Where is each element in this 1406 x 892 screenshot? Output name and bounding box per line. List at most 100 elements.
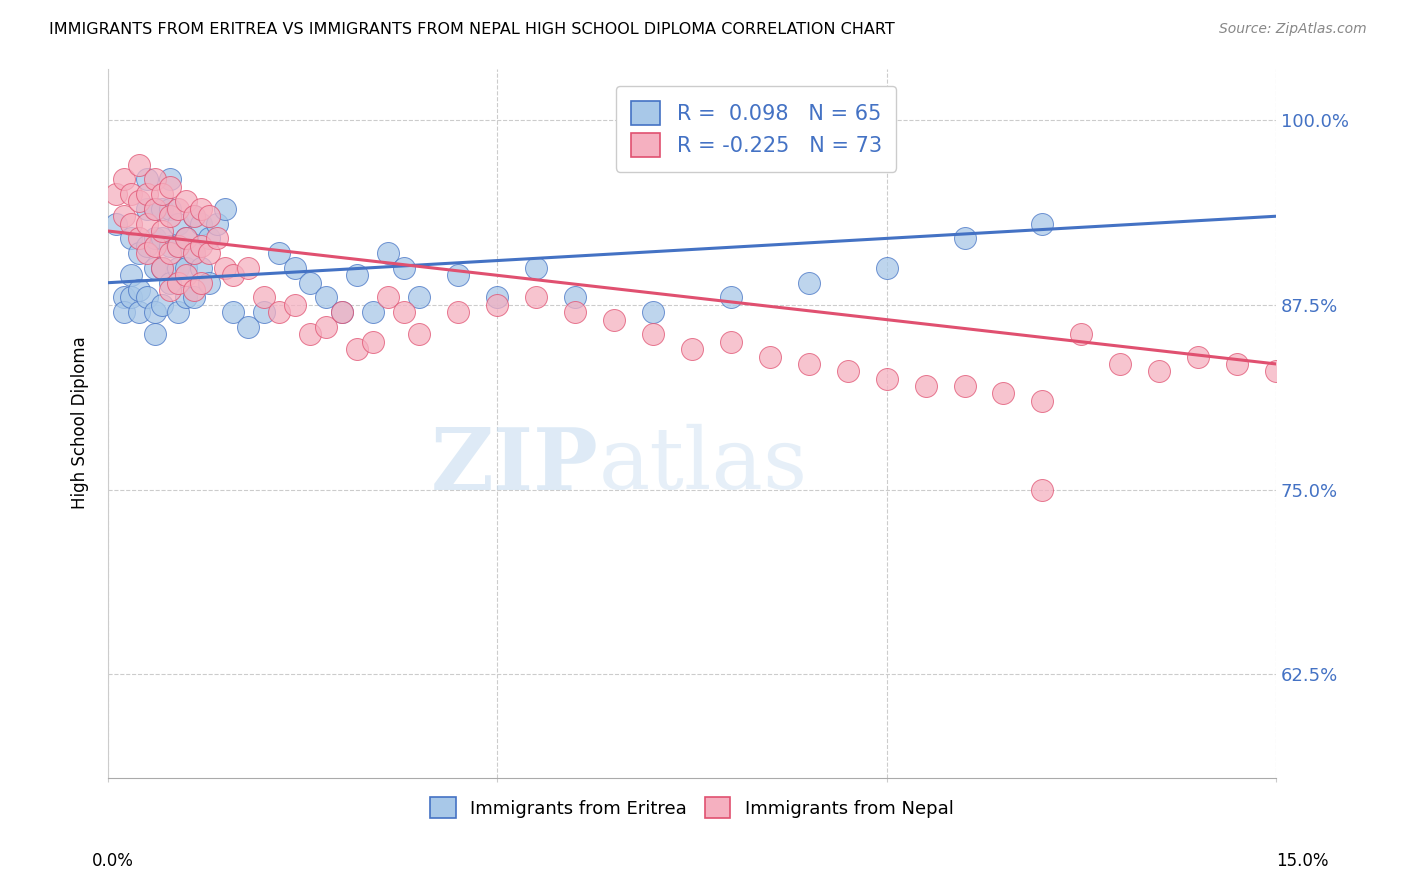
Point — [112, 209, 135, 223]
Point — [135, 202, 157, 216]
Point — [641, 327, 664, 342]
Point — [159, 172, 181, 186]
Point — [128, 194, 150, 209]
Point — [174, 231, 197, 245]
Point — [1187, 350, 1209, 364]
Point — [236, 320, 259, 334]
Point — [524, 290, 547, 304]
Point — [174, 268, 197, 283]
Point — [837, 364, 859, 378]
Point — [135, 239, 157, 253]
Point — [1226, 357, 1249, 371]
Text: Source: ZipAtlas.com: Source: ZipAtlas.com — [1219, 22, 1367, 37]
Point — [135, 217, 157, 231]
Point — [214, 260, 236, 275]
Point — [143, 239, 166, 253]
Point — [524, 260, 547, 275]
Legend: Immigrants from Eritrea, Immigrants from Nepal: Immigrants from Eritrea, Immigrants from… — [423, 790, 960, 825]
Point — [269, 305, 291, 319]
Point — [152, 224, 174, 238]
Point — [564, 305, 586, 319]
Point — [152, 260, 174, 275]
Point — [214, 202, 236, 216]
Point — [1109, 357, 1132, 371]
Point — [447, 268, 470, 283]
Point — [361, 305, 384, 319]
Point — [253, 290, 276, 304]
Point — [720, 334, 742, 349]
Point — [190, 260, 212, 275]
Point — [1031, 483, 1053, 497]
Point — [183, 283, 205, 297]
Point — [143, 327, 166, 342]
Point — [174, 231, 197, 245]
Point — [159, 283, 181, 297]
Point — [190, 202, 212, 216]
Point — [167, 202, 190, 216]
Point — [299, 327, 322, 342]
Point — [120, 231, 142, 245]
Point — [174, 260, 197, 275]
Point — [112, 172, 135, 186]
Point — [641, 305, 664, 319]
Point — [198, 246, 221, 260]
Point — [167, 305, 190, 319]
Point — [128, 283, 150, 297]
Point — [190, 239, 212, 253]
Point — [914, 379, 936, 393]
Point — [152, 298, 174, 312]
Point — [198, 209, 221, 223]
Text: IMMIGRANTS FROM ERITREA VS IMMIGRANTS FROM NEPAL HIGH SCHOOL DIPLOMA CORRELATION: IMMIGRANTS FROM ERITREA VS IMMIGRANTS FR… — [49, 22, 896, 37]
Point — [876, 260, 898, 275]
Point — [112, 290, 135, 304]
Point — [330, 305, 353, 319]
Point — [1147, 364, 1170, 378]
Point — [143, 231, 166, 245]
Point — [564, 290, 586, 304]
Point — [135, 187, 157, 202]
Point — [190, 276, 212, 290]
Point — [361, 334, 384, 349]
Point — [315, 320, 337, 334]
Point — [797, 276, 820, 290]
Point — [167, 217, 190, 231]
Point — [284, 298, 307, 312]
Point — [135, 290, 157, 304]
Text: 0.0%: 0.0% — [91, 852, 134, 870]
Point — [447, 305, 470, 319]
Point — [759, 350, 782, 364]
Point — [120, 290, 142, 304]
Point — [253, 305, 276, 319]
Point — [143, 202, 166, 216]
Text: 15.0%: 15.0% — [1277, 852, 1329, 870]
Point — [1031, 393, 1053, 408]
Point — [486, 290, 509, 304]
Point — [198, 231, 221, 245]
Point — [143, 172, 166, 186]
Y-axis label: High School Diploma: High School Diploma — [72, 336, 89, 509]
Point — [159, 202, 181, 216]
Point — [198, 276, 221, 290]
Point — [152, 231, 174, 245]
Point — [104, 217, 127, 231]
Point — [183, 209, 205, 223]
Point — [681, 342, 703, 356]
Point — [221, 268, 243, 283]
Point — [167, 260, 190, 275]
Point — [190, 217, 212, 231]
Point — [603, 312, 626, 326]
Point — [183, 246, 205, 260]
Point — [143, 305, 166, 319]
Point — [120, 268, 142, 283]
Point — [1070, 327, 1092, 342]
Point — [112, 305, 135, 319]
Point — [128, 305, 150, 319]
Point — [221, 305, 243, 319]
Point — [152, 260, 174, 275]
Point — [174, 194, 197, 209]
Point — [346, 342, 368, 356]
Point — [183, 209, 205, 223]
Point — [953, 231, 976, 245]
Point — [330, 305, 353, 319]
Point — [392, 260, 415, 275]
